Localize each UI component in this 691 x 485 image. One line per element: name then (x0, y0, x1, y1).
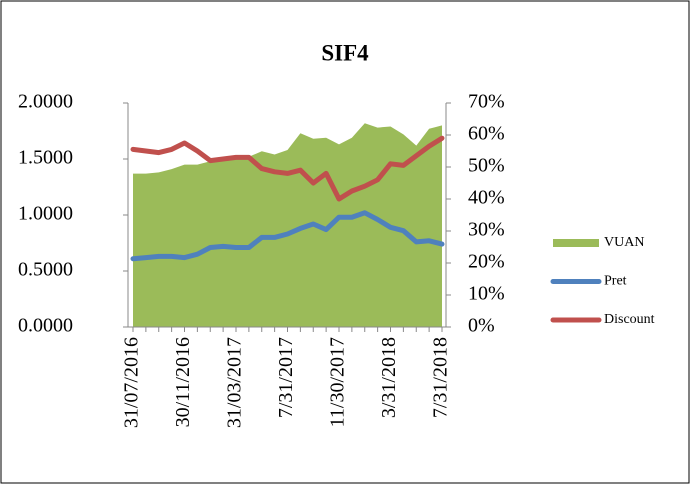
legend-label: Discount (604, 312, 655, 327)
x-tick-label: 11/30/2017 (327, 337, 349, 427)
area (133, 123, 442, 327)
legend-label: Pret (604, 274, 627, 289)
x-tick-label: 31/03/2017 (224, 337, 246, 428)
y2-tick-label: 10% (468, 283, 505, 305)
y2-tick-label: 20% (468, 251, 505, 273)
x-tick-label: 30/11/2016 (172, 337, 194, 427)
y-tick-label: 0.5000 (18, 259, 73, 281)
y-tick-label: 1.5000 (18, 147, 73, 169)
y-tick-label: 1.0000 (18, 203, 73, 225)
y-tick-label: 2.0000 (18, 91, 73, 113)
y2-tick-label: 30% (468, 219, 505, 241)
legend-label: VUAN (604, 235, 644, 250)
y2-tick-label: 40% (468, 187, 505, 209)
x-tick-label: 31/07/2016 (121, 337, 143, 428)
y2-tick-label: 60% (468, 123, 505, 145)
x-tick-label: 7/31/2018 (430, 337, 452, 418)
x-tick-label: 3/31/2018 (378, 337, 400, 418)
y2-tick-label: 0% (468, 315, 495, 337)
line (130, 135, 445, 202)
chart-title: SIF4 (321, 40, 369, 65)
y-tick-label: 0.0000 (18, 315, 73, 337)
y2-tick-label: 50% (468, 155, 505, 177)
legend-swatch (553, 239, 599, 247)
y2-tick-label: 70% (468, 91, 505, 113)
x-tick-label: 7/31/2017 (275, 337, 297, 418)
line (130, 210, 445, 262)
